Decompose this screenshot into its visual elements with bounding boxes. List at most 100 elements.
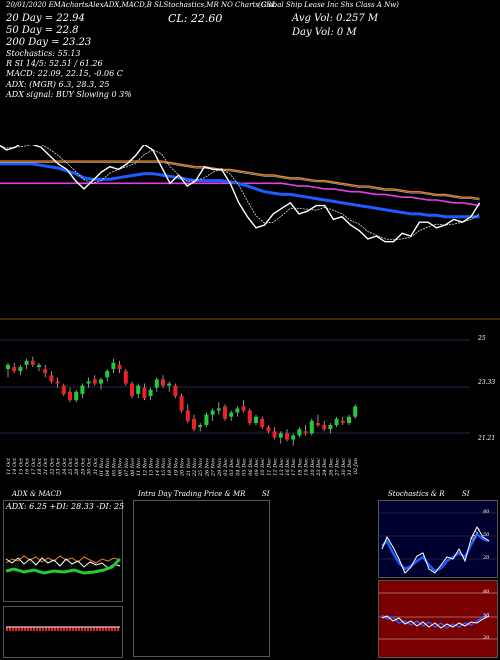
candle-body xyxy=(340,420,345,423)
date-tick-label: 31 Dec xyxy=(347,458,353,476)
candle-body xyxy=(247,410,252,423)
candle-body xyxy=(148,389,153,396)
ema-chart xyxy=(0,145,481,243)
date-tick-label: 19 Dec xyxy=(304,458,310,476)
candle-body xyxy=(55,381,60,384)
candle-body xyxy=(334,418,339,426)
macd-lines xyxy=(6,626,120,631)
macd-label: MACD: 22.09, 22.15, -0.06 C xyxy=(6,69,123,78)
date-tick-label: 03 Dec xyxy=(229,458,235,476)
candle-body xyxy=(6,364,10,370)
adx-panel: ADX: 6.25 +DI: 28.33 -DI: 25 xyxy=(3,500,125,602)
candle-body xyxy=(136,385,141,394)
candle-body xyxy=(278,433,283,438)
date-tick-label: 18 Dec xyxy=(297,458,303,476)
stoch-tick-80: 80 xyxy=(483,509,490,515)
candle-body xyxy=(123,371,128,384)
candle-body xyxy=(37,364,41,367)
candle-body xyxy=(117,364,122,370)
candle-body xyxy=(86,381,91,384)
day-vol-label: Day Vol: 0 M xyxy=(292,27,357,38)
candle-body xyxy=(167,383,172,386)
date-tick-label: 26 Nov xyxy=(204,458,210,477)
candle-body xyxy=(111,362,116,370)
date-tick-label: 30 Oct xyxy=(87,457,93,475)
candle-body xyxy=(291,435,296,440)
candle-body xyxy=(309,420,314,434)
date-tick-label: 28 Oct xyxy=(74,457,80,476)
candle-body xyxy=(154,379,159,388)
date-tick-label: 13 Nov xyxy=(149,458,155,476)
stoch-last: 55.13 xyxy=(470,527,482,542)
date-tick-label: 16 Oct xyxy=(25,457,31,475)
candle-body xyxy=(74,391,79,401)
rsi-tick-80: 80 xyxy=(483,589,490,595)
ma200-label: 200 Day = 23.23 xyxy=(6,37,92,48)
date-tick-label: 24 Oct xyxy=(62,457,68,476)
candle-body xyxy=(161,379,165,386)
ma50-label: 50 Day = 22.8 xyxy=(6,25,79,36)
candle-body xyxy=(30,360,35,365)
stoch-tick-20: 20 xyxy=(482,555,490,561)
company-name: (Global Ship Lease Inc Shs Class A Nw) xyxy=(258,1,399,9)
candle-body xyxy=(328,425,333,430)
date-tick-label: 12 Dec xyxy=(273,458,279,476)
candle-body xyxy=(179,396,184,411)
candle-body xyxy=(223,406,227,419)
ema-200-line xyxy=(0,182,480,207)
rsi-lines: 80 50 20 xyxy=(379,589,497,641)
ema-grey-line xyxy=(0,162,480,201)
date-tick-label: 27 Dec xyxy=(335,458,341,477)
date-tick-label: 14 Nov xyxy=(155,458,161,476)
stochastics-title: Stochastics & R xyxy=(388,490,445,498)
date-tick-label: 02 Dec xyxy=(223,458,229,476)
adx-macd-title: ADX & MACD xyxy=(12,490,62,498)
candle-body xyxy=(68,391,72,401)
candle-body xyxy=(285,433,289,440)
candle-body xyxy=(12,366,17,372)
date-tick-label: 11 Nov xyxy=(136,458,142,476)
date-tick-label: 04 Dec xyxy=(235,458,241,476)
si-title: SI xyxy=(262,490,270,498)
date-tick-label: 22 Oct xyxy=(49,457,55,476)
date-tick-label: 09 Dec xyxy=(254,458,260,476)
date-tick-label: 16 Dec xyxy=(285,458,291,476)
price-chart: 25 23.33 21.21 11 Oct 14 Oct 15 Oct 16 Oct 17 O… xyxy=(0,318,500,477)
candle-body xyxy=(18,366,23,372)
date-tick-label: 05 Dec xyxy=(242,458,248,476)
candle-body xyxy=(61,385,66,394)
candle-body xyxy=(49,375,54,382)
date-tick-label: 01 Nov xyxy=(99,458,105,476)
date-tick-label: 04 Nov xyxy=(105,458,111,476)
date-tick-label: 31 Oct xyxy=(93,457,99,475)
ema-orange-line xyxy=(0,160,480,200)
date-tick-label: 29 Oct xyxy=(80,457,86,476)
adx-values: ADX: 6.25 +DI: 28.33 -DI: 25 xyxy=(6,502,125,511)
candle-body xyxy=(185,410,190,421)
date-tick-label: 29 Nov xyxy=(217,458,223,477)
candle-body xyxy=(353,406,358,417)
candle-body xyxy=(24,360,29,365)
candle-body xyxy=(322,425,327,430)
stochastics-lines: 80 50 20 55.13 xyxy=(379,509,497,574)
date-tick-label: 18 Nov xyxy=(167,458,173,476)
date-tick-label: 07 Nov xyxy=(124,458,130,476)
candle-body xyxy=(192,418,196,430)
date-tick-label: 06 Nov xyxy=(118,458,124,476)
candle-body xyxy=(229,412,234,417)
rsi-tick-50: 50 xyxy=(483,613,490,619)
price-tick-label: 21.21 xyxy=(477,435,495,442)
date-tick-label: 21 Nov xyxy=(186,458,192,477)
date-tick-label: 13 Dec xyxy=(279,458,285,476)
ma20-label: 20 Day = 22.94 xyxy=(6,13,85,24)
date-tick-label: 17 Dec xyxy=(291,458,297,476)
candle-body xyxy=(260,418,265,428)
date-tick-label: 30 Dec xyxy=(341,458,347,476)
date-tick-label: 20 Dec xyxy=(310,458,316,477)
date-tick-label: 23 Oct xyxy=(56,457,62,476)
rsi-tick-20: 20 xyxy=(482,635,490,641)
date-tick-label: 11 Dec xyxy=(266,458,272,476)
candle-body xyxy=(297,429,302,436)
candle-body xyxy=(303,431,308,434)
date-tick-label: 15 Nov xyxy=(161,458,167,476)
